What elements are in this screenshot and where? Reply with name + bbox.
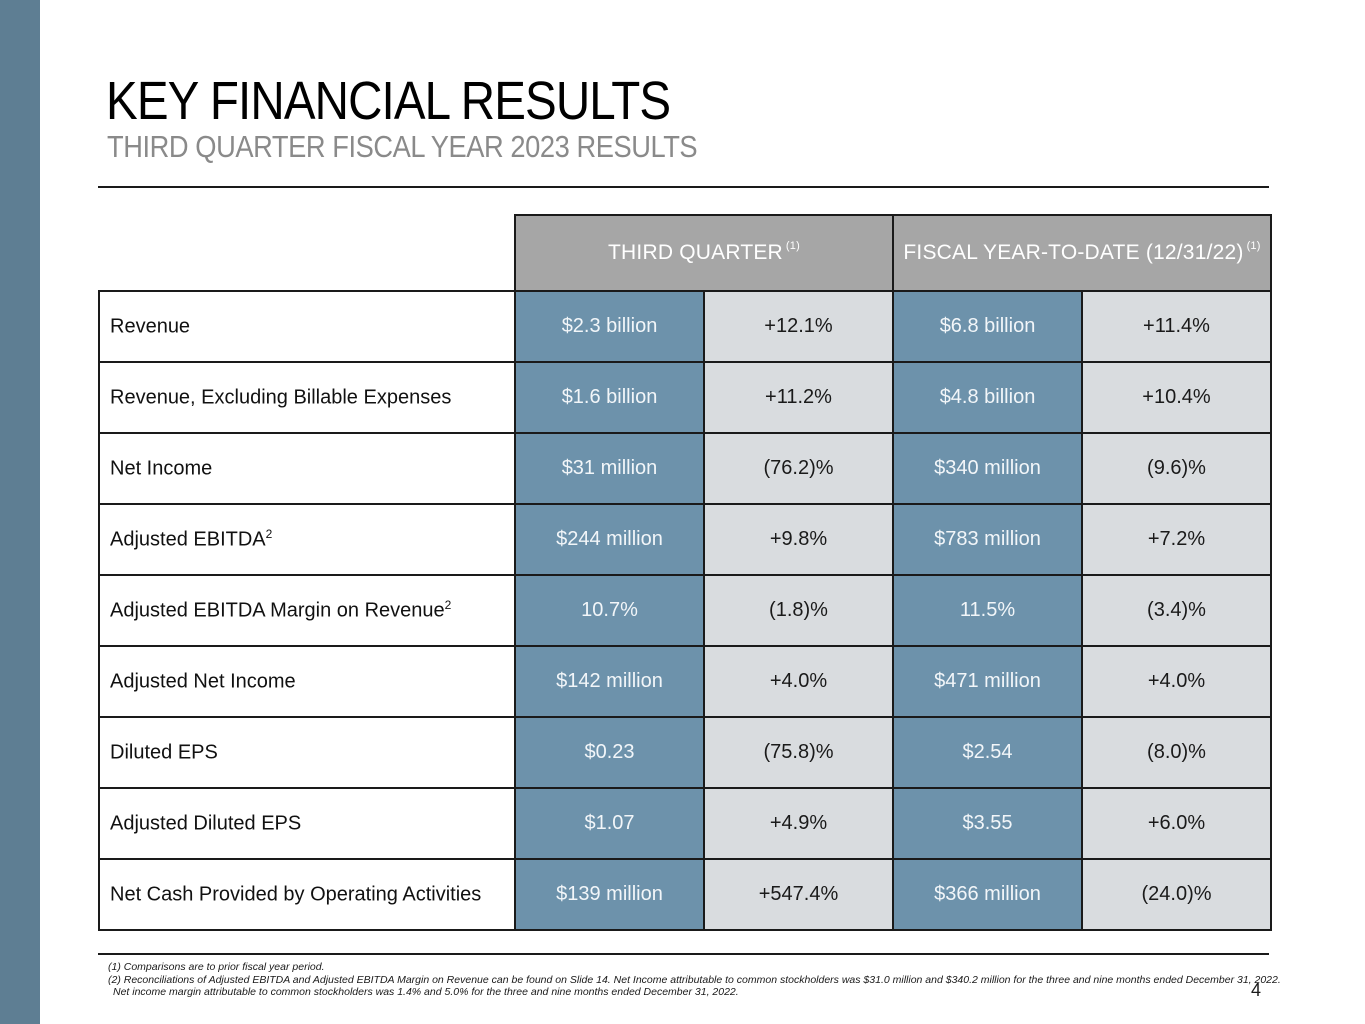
metric-label: Revenue, Excluding Billable Expenses	[98, 361, 516, 434]
metric-footref: 2	[265, 527, 273, 542]
tq-change-cell: (1.8)%	[703, 574, 894, 647]
tq-change-cell: (75.8)%	[703, 716, 894, 789]
header-fiscal-ytd-footref: (1)	[1246, 240, 1261, 252]
fytd-change-cell: +10.4%	[1081, 361, 1272, 434]
table-row-adjusted-ebitda-margin: Adjusted EBITDA Margin on Revenue2 10.7%…	[98, 574, 1272, 647]
footnote-1: (1) Comparisons are to prior fiscal year…	[108, 961, 325, 973]
fytd-value-cell: $471 million	[892, 645, 1083, 718]
tq-value-cell: 10.7%	[514, 574, 705, 647]
table-row-revenue: Revenue $2.3 billion +12.1% $6.8 billion…	[98, 290, 1272, 363]
metric-label-text: Net Cash Provided by Operating Activitie…	[110, 883, 482, 906]
metric-label-text: Adjusted Diluted EPS	[110, 812, 302, 835]
header-third-quarter-footref: (1)	[785, 240, 800, 252]
metric-label: Adjusted Diluted EPS	[98, 787, 516, 860]
metric-label: Net Cash Provided by Operating Activitie…	[98, 858, 516, 931]
metric-label-text: Net Income	[110, 457, 213, 480]
fytd-change-cell: +4.0%	[1081, 645, 1272, 718]
tq-value-cell: $139 million	[514, 858, 705, 931]
key-financial-results-table: THIRD QUARTER (1) FISCAL YEAR-TO-DATE (12…	[98, 214, 1272, 931]
table-row-revenue-excl-billable: Revenue, Excluding Billable Expenses $1.…	[98, 361, 1272, 434]
page-title: KEY FINANCIAL RESULTS	[106, 71, 671, 131]
tq-value-cell: $31 million	[514, 432, 705, 505]
tq-change-cell: (76.2)%	[703, 432, 894, 505]
tq-change-cell: +9.8%	[703, 503, 894, 576]
table-row-adjusted-ebitda: Adjusted EBITDA2 $244 million +9.8% $783…	[98, 503, 1272, 576]
metric-label-text: Adjusted EBITDA Margin on Revenue	[110, 599, 445, 622]
metric-label: Diluted EPS	[98, 716, 516, 789]
left-accent-bar	[0, 0, 40, 1024]
page-number: 4	[1251, 980, 1262, 1000]
tq-value-cell: $1.07	[514, 787, 705, 860]
metric-label-text: Revenue, Excluding Billable Expenses	[110, 386, 452, 409]
metric-label: Net Income	[98, 432, 516, 505]
fytd-change-cell: +6.0%	[1081, 787, 1272, 860]
fytd-change-cell: (9.6)%	[1081, 432, 1272, 505]
fytd-change-cell: (8.0)%	[1081, 716, 1272, 789]
footnotes: (1) Comparisons are to prior fiscal year…	[108, 961, 1281, 999]
header-blank-cell	[99, 215, 515, 291]
metric-label-text: Diluted EPS	[110, 741, 218, 764]
tq-value-cell: $1.6 billion	[514, 361, 705, 434]
metric-label-text: Adjusted Net Income	[110, 670, 296, 693]
tq-change-cell: +547.4%	[703, 858, 894, 931]
fytd-value-cell: $340 million	[892, 432, 1083, 505]
fytd-value-cell: $6.8 billion	[892, 290, 1083, 363]
fytd-change-cell: +11.4%	[1081, 290, 1272, 363]
footnote-2: (2) Reconciliations of Adjusted EBITDA a…	[108, 973, 1281, 986]
header-fiscal-ytd-label: FISCAL YEAR-TO-DATE (12/31/22)	[903, 241, 1244, 264]
fytd-value-cell: $783 million	[892, 503, 1083, 576]
title-divider-rule	[98, 186, 1269, 188]
table-row-net-cash-operating: Net Cash Provided by Operating Activitie…	[98, 858, 1272, 931]
fytd-value-cell: 11.5%	[892, 574, 1083, 647]
tq-value-cell: $244 million	[514, 503, 705, 576]
fytd-value-cell: $2.54	[892, 716, 1083, 789]
tq-value-cell: $2.3 billion	[514, 290, 705, 363]
footnote-2-continued: Net income margin attributable to common…	[113, 986, 739, 998]
metric-label-text: Adjusted EBITDA	[110, 528, 266, 551]
metric-label: Adjusted EBITDA2	[98, 503, 516, 576]
table-row-adjusted-diluted-eps: Adjusted Diluted EPS $1.07 +4.9% $3.55 +…	[98, 787, 1272, 860]
metric-footref: 2	[444, 598, 452, 613]
table-row-net-income: Net Income $31 million (76.2)% $340 mill…	[98, 432, 1272, 505]
tq-change-cell: +11.2%	[703, 361, 894, 434]
table-row-diluted-eps: Diluted EPS $0.23 (75.8)% $2.54 (8.0)%	[98, 716, 1272, 789]
page-subtitle: THIRD QUARTER FISCAL YEAR 2023 RESULTS	[107, 129, 698, 164]
fytd-change-cell: (3.4)%	[1081, 574, 1272, 647]
metric-label-text: Revenue	[110, 315, 191, 338]
fytd-change-cell: +7.2%	[1081, 503, 1272, 576]
tq-change-cell: +12.1%	[703, 290, 894, 363]
fytd-value-cell: $4.8 billion	[892, 361, 1083, 434]
table-row-adjusted-net-income: Adjusted Net Income $142 million +4.0% $…	[98, 645, 1272, 718]
tq-change-cell: +4.9%	[703, 787, 894, 860]
header-third-quarter: THIRD QUARTER (1)	[514, 214, 894, 292]
metric-label: Adjusted EBITDA Margin on Revenue2	[98, 574, 516, 647]
footnote-divider-rule	[98, 953, 1269, 955]
header-fiscal-ytd: FISCAL YEAR-TO-DATE (12/31/22) (1)	[892, 214, 1272, 292]
tq-change-cell: +4.0%	[703, 645, 894, 718]
metric-label: Adjusted Net Income	[98, 645, 516, 718]
header-third-quarter-label: THIRD QUARTER	[608, 241, 783, 264]
metric-label: Revenue	[98, 290, 516, 363]
fytd-value-cell: $3.55	[892, 787, 1083, 860]
fytd-change-cell: (24.0)%	[1081, 858, 1272, 931]
tq-value-cell: $142 million	[514, 645, 705, 718]
tq-value-cell: $0.23	[514, 716, 705, 789]
table-header-row: THIRD QUARTER (1) FISCAL YEAR-TO-DATE (12…	[99, 214, 1272, 292]
fytd-value-cell: $366 million	[892, 858, 1083, 931]
